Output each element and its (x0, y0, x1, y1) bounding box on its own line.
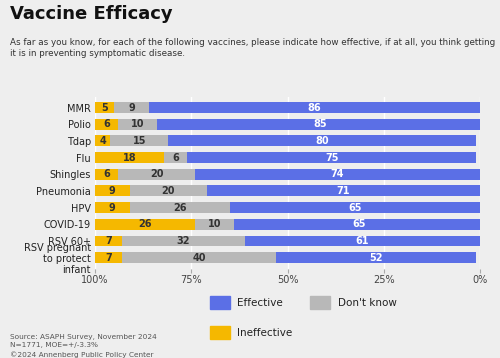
Text: 9: 9 (109, 186, 116, 196)
Text: 6: 6 (172, 153, 179, 163)
Bar (206, 185, 480, 196)
Text: 32: 32 (177, 236, 190, 246)
Bar (95, 135, 110, 146)
Text: As far as you know, for each of the following vaccines, please indicate how effe: As far as you know, for each of the foll… (10, 38, 495, 58)
Bar (110, 135, 168, 146)
Text: 71: 71 (336, 186, 350, 196)
Bar (95, 202, 130, 213)
Text: 18: 18 (123, 153, 136, 163)
Bar (95, 102, 114, 113)
Text: 15: 15 (132, 136, 146, 146)
Bar (118, 169, 195, 180)
Bar (118, 119, 156, 130)
Bar (276, 252, 476, 263)
Text: Don't know: Don't know (338, 297, 396, 308)
Text: 52: 52 (370, 253, 383, 263)
Text: 65: 65 (348, 203, 362, 213)
Bar (188, 152, 476, 163)
Bar (195, 169, 480, 180)
Text: 86: 86 (308, 102, 322, 112)
Text: 9: 9 (109, 203, 116, 213)
Text: 26: 26 (173, 203, 186, 213)
Bar (130, 202, 230, 213)
Bar (156, 119, 484, 130)
Bar (95, 152, 164, 163)
Text: 40: 40 (192, 253, 205, 263)
Bar (195, 219, 234, 230)
Bar (245, 236, 480, 246)
Text: 26: 26 (138, 219, 152, 229)
Bar (114, 102, 149, 113)
Bar (95, 236, 122, 246)
Text: 74: 74 (331, 169, 344, 179)
Bar (95, 185, 130, 196)
Bar (168, 135, 476, 146)
Text: 85: 85 (314, 119, 327, 129)
Bar (95, 252, 122, 263)
Bar (230, 202, 480, 213)
Bar (234, 219, 484, 230)
Text: 6: 6 (103, 119, 110, 129)
Text: 10: 10 (208, 219, 221, 229)
Bar (164, 152, 188, 163)
Bar (122, 236, 245, 246)
Text: 6: 6 (103, 169, 110, 179)
Text: 7: 7 (105, 236, 112, 246)
Text: 80: 80 (316, 136, 329, 146)
Text: Effective: Effective (238, 297, 283, 308)
Text: 20: 20 (150, 169, 164, 179)
Text: 61: 61 (356, 236, 370, 246)
Text: 75: 75 (325, 153, 338, 163)
Text: 65: 65 (352, 219, 366, 229)
Text: 4: 4 (100, 136, 106, 146)
Bar (130, 185, 206, 196)
Bar (95, 119, 118, 130)
Text: Source: ASAPH Survey, November 2024
N=1771, MOE=+/-3.3%
©2024 Annenberg Public P: Source: ASAPH Survey, November 2024 N=17… (10, 334, 157, 358)
Text: 20: 20 (162, 186, 175, 196)
Text: 9: 9 (128, 102, 135, 112)
Bar (122, 252, 276, 263)
Bar (149, 102, 480, 113)
Text: 7: 7 (105, 253, 112, 263)
Text: Ineffective: Ineffective (238, 328, 293, 338)
Bar (95, 219, 195, 230)
Bar (95, 169, 118, 180)
Text: 10: 10 (130, 119, 144, 129)
Text: 5: 5 (101, 102, 108, 112)
Text: Vaccine Efficacy: Vaccine Efficacy (10, 5, 172, 23)
